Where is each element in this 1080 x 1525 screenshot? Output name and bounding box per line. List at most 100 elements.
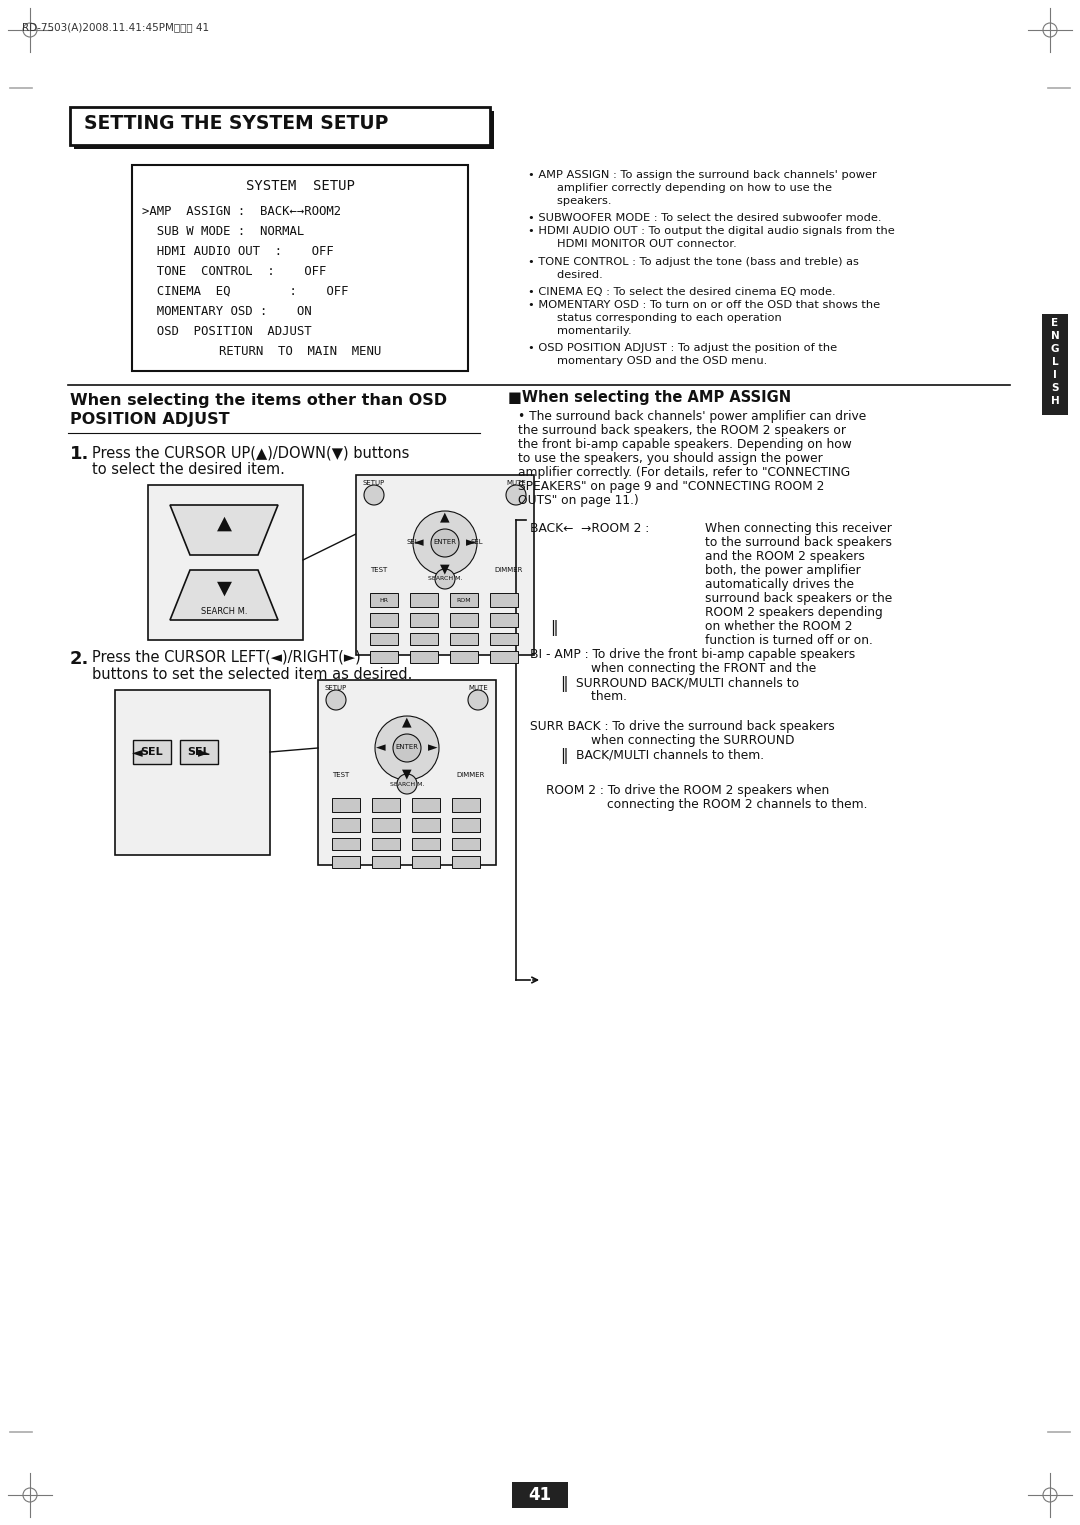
Text: status corresponding to each operation: status corresponding to each operation — [528, 313, 782, 323]
Text: automatically drives the: automatically drives the — [705, 578, 854, 592]
Text: MUTE: MUTE — [507, 480, 526, 486]
Bar — [372, 856, 400, 868]
Bar — [370, 593, 399, 607]
Text: • AMP ASSIGN : To assign the surround back channels' power: • AMP ASSIGN : To assign the surround ba… — [528, 169, 877, 180]
Text: SEARCH M.: SEARCH M. — [390, 781, 424, 787]
Circle shape — [507, 485, 526, 505]
Text: momentarily.: momentarily. — [528, 326, 632, 336]
Circle shape — [364, 485, 384, 505]
Text: SPEAKERS" on page 9 and "CONNECTING ROOM 2: SPEAKERS" on page 9 and "CONNECTING ROOM… — [518, 480, 824, 493]
Text: Press the CURSOR UP(▲)/DOWN(▼) buttons: Press the CURSOR UP(▲)/DOWN(▼) buttons — [92, 445, 409, 461]
Text: momentary OSD and the OSD menu.: momentary OSD and the OSD menu. — [528, 355, 767, 366]
Text: on whether the ROOM 2: on whether the ROOM 2 — [705, 621, 852, 633]
Text: RD-7503(A)2008.11.41:45PM페이지 41: RD-7503(A)2008.11.41:45PM페이지 41 — [22, 21, 210, 32]
Text: ▲: ▲ — [402, 715, 411, 729]
Text: ►: ► — [428, 741, 437, 755]
Text: ROM: ROM — [457, 598, 471, 602]
Bar — [453, 817, 480, 833]
Bar — [411, 817, 440, 833]
Bar — [332, 798, 360, 811]
Circle shape — [468, 689, 488, 711]
Text: SEL: SEL — [471, 538, 484, 544]
Text: ►: ► — [198, 746, 208, 759]
Text: ‖: ‖ — [561, 747, 568, 764]
Text: ◄: ◄ — [132, 746, 143, 759]
Circle shape — [375, 717, 438, 779]
Bar — [370, 633, 399, 645]
Text: • SUBWOOFER MODE : To select the desired subwoofer mode.: • SUBWOOFER MODE : To select the desired… — [528, 214, 881, 223]
Text: SEARCH M.: SEARCH M. — [428, 576, 462, 581]
Text: TEST: TEST — [332, 772, 349, 778]
Text: DIMMER: DIMMER — [456, 772, 484, 778]
Bar — [372, 817, 400, 833]
Text: ►: ► — [467, 537, 476, 549]
Text: 2.: 2. — [70, 650, 90, 668]
Text: ROOM 2 : To drive the ROOM 2 speakers when: ROOM 2 : To drive the ROOM 2 speakers wh… — [546, 784, 829, 798]
Bar — [370, 613, 399, 627]
Polygon shape — [170, 505, 278, 555]
Text: ENTER: ENTER — [433, 538, 457, 544]
Text: when connecting the SURROUND: when connecting the SURROUND — [561, 734, 795, 747]
Bar — [411, 839, 440, 849]
Text: amplifier correctly. (For details, refer to "CONNECTING: amplifier correctly. (For details, refer… — [518, 467, 850, 479]
Text: When selecting the items other than OSD: When selecting the items other than OSD — [70, 393, 447, 409]
Text: the surround back speakers, the ROOM 2 speakers or: the surround back speakers, the ROOM 2 s… — [518, 424, 846, 438]
Bar — [490, 593, 518, 607]
Text: buttons to set the selected item as desired.: buttons to set the selected item as desi… — [92, 666, 413, 682]
Text: H: H — [1051, 396, 1059, 406]
Bar — [453, 856, 480, 868]
Text: BI - AMP : To drive the front bi-amp capable speakers: BI - AMP : To drive the front bi-amp cap… — [530, 648, 855, 660]
Bar — [132, 165, 468, 371]
Circle shape — [393, 734, 421, 762]
Text: SURR BACK : To drive the surround back speakers: SURR BACK : To drive the surround back s… — [530, 720, 835, 734]
Text: when connecting the FRONT and the: when connecting the FRONT and the — [561, 662, 816, 676]
Text: POSITION ADJUST: POSITION ADJUST — [70, 412, 230, 427]
Bar — [372, 839, 400, 849]
Text: and the ROOM 2 speakers: and the ROOM 2 speakers — [705, 551, 865, 563]
Bar — [372, 798, 400, 811]
Text: • HDMI AUDIO OUT : To output the digital audio signals from the: • HDMI AUDIO OUT : To output the digital… — [528, 226, 894, 236]
Text: E: E — [1052, 319, 1058, 328]
Bar — [332, 856, 360, 868]
Text: G: G — [1051, 345, 1059, 354]
Text: to select the desired item.: to select the desired item. — [92, 462, 285, 477]
Text: desired.: desired. — [528, 270, 603, 281]
Text: to use the speakers, you should assign the power: to use the speakers, you should assign t… — [518, 451, 823, 465]
Text: BACK/MULTI channels to them.: BACK/MULTI channels to them. — [576, 747, 765, 761]
Text: DIMMER: DIMMER — [494, 567, 523, 573]
Text: S: S — [1051, 383, 1058, 393]
Bar — [450, 651, 478, 663]
Text: HDMI AUDIO OUT  :    OFF: HDMI AUDIO OUT : OFF — [141, 246, 334, 258]
Text: When connecting this receiver: When connecting this receiver — [705, 522, 892, 535]
Bar — [411, 798, 440, 811]
Text: OUTS" on page 11.): OUTS" on page 11.) — [518, 494, 638, 506]
Bar — [490, 633, 518, 645]
Bar — [410, 651, 438, 663]
Text: CINEMA  EQ        :    OFF: CINEMA EQ : OFF — [141, 285, 349, 297]
Bar — [411, 856, 440, 868]
Text: >AMP  ASSIGN :  BACK←→ROOM2: >AMP ASSIGN : BACK←→ROOM2 — [141, 204, 341, 218]
Bar — [453, 798, 480, 811]
Text: • MOMENTARY OSD : To turn on or off the OSD that shows the: • MOMENTARY OSD : To turn on or off the … — [528, 300, 880, 310]
Text: I: I — [1053, 371, 1057, 380]
Bar — [1042, 314, 1068, 415]
Text: surround back speakers or the: surround back speakers or the — [705, 592, 892, 605]
Text: • CINEMA EQ : To select the desired cinema EQ mode.: • CINEMA EQ : To select the desired cine… — [528, 287, 836, 297]
Text: SUB W MODE :  NORMAL: SUB W MODE : NORMAL — [141, 226, 305, 238]
Text: them.: them. — [561, 689, 627, 703]
Text: SETUP: SETUP — [325, 685, 347, 691]
Bar — [512, 1482, 568, 1508]
Text: ◄: ◄ — [415, 537, 423, 549]
Circle shape — [431, 529, 459, 557]
Circle shape — [397, 775, 417, 795]
Text: the front bi-amp capable speakers. Depending on how: the front bi-amp capable speakers. Depen… — [518, 438, 852, 451]
Circle shape — [435, 569, 455, 589]
Polygon shape — [170, 570, 278, 621]
Bar — [450, 633, 478, 645]
Text: RETURN  TO  MAIN  MENU: RETURN TO MAIN MENU — [219, 345, 381, 358]
Text: both, the power amplifier: both, the power amplifier — [705, 564, 861, 576]
Text: N: N — [1051, 331, 1059, 342]
Text: SURROUND BACK/MULTI channels to: SURROUND BACK/MULTI channels to — [576, 676, 799, 689]
Bar — [75, 111, 494, 149]
Text: SEL: SEL — [140, 747, 163, 756]
